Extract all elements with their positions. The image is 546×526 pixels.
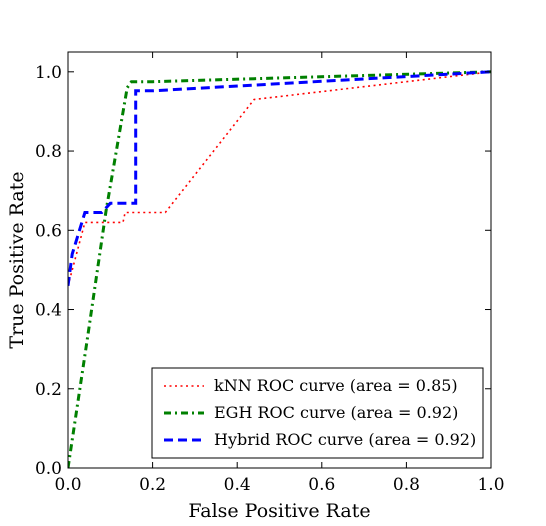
series-line-2 [68,70,491,468]
x-axis-label: False Positive Rate [188,500,370,522]
x-tick-label: 1.0 [477,475,504,495]
x-tick-label: 0.2 [139,475,166,495]
y-tick-label: 0.4 [35,301,62,321]
axes-frame [67,51,492,469]
x-tick-label: 0.8 [393,475,420,495]
x-tick-label: 0.4 [224,475,251,495]
series-line-1 [68,71,491,287]
legend-label-1: kNN ROC curve (area = 0.85) [214,376,458,395]
series-line-3 [68,70,491,286]
x-tick-label: 0.0 [54,475,81,495]
legend-label-2: EGH ROC curve (area = 0.92) [214,403,458,422]
y-tick-label: 0.6 [35,221,62,241]
plot-area [68,70,491,468]
y-tick-label: 0.2 [35,380,62,400]
y-tick-label: 0.8 [35,142,62,162]
axes: 0.0 0.2 0.4 0.6 0.8 1.0 0.0 0.2 0.4 0.6 0.8 1.0 [35,51,505,495]
legend: kNN ROC curve (area = 0.85) EGH ROC curve… [151,367,484,459]
y-axis-label: True Positive Rate [6,171,28,348]
legend-label-3: Hybrid ROC curve (area = 0.92) [214,430,476,449]
y-tick-label: 1.0 [35,63,62,83]
x-tick-label: 0.6 [308,475,335,495]
y-tick-label: 0.0 [35,459,62,479]
legend-box [151,367,484,459]
